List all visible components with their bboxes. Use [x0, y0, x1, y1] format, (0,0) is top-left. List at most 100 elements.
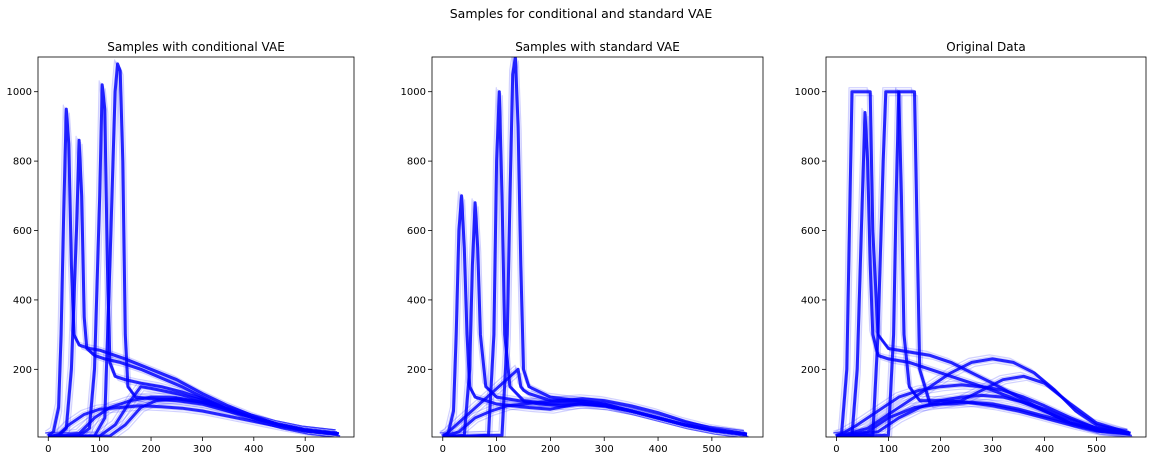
series-line-shadow	[45, 59, 336, 434]
x-tick-label: 500	[1087, 444, 1106, 455]
series-line-shadow	[461, 204, 749, 437]
series-line-shadow	[439, 364, 744, 434]
series-line-shadow	[44, 104, 336, 432]
y-tick-label: 200	[13, 365, 32, 376]
series-line-shadow	[441, 200, 746, 436]
x-tick-label: 0	[440, 444, 446, 455]
series-line-shadow	[439, 57, 744, 434]
series-line-shadow	[55, 407, 341, 437]
series-line-shadow	[111, 400, 341, 437]
axes-frame	[825, 56, 1147, 438]
chart-title: Samples with standard VAE	[515, 40, 680, 54]
series-group	[833, 87, 1134, 437]
x-tick-label: 200	[141, 444, 160, 455]
series-line-shadow	[95, 65, 341, 437]
series-line-shadow	[867, 93, 1132, 437]
series-line-shadow	[833, 87, 1128, 434]
series-line-shadow	[45, 135, 336, 434]
x-tick-label: 500	[296, 444, 315, 455]
y-tick-label: 1000	[7, 87, 32, 98]
series-line-shadow	[866, 398, 1132, 437]
chart-title: Samples with conditional VAE	[107, 40, 285, 54]
series-line-shadow	[445, 370, 749, 437]
series-line-shadow	[448, 400, 749, 437]
series-line-shadow	[45, 382, 336, 434]
x-tick-label: 200	[541, 444, 560, 455]
series-line-shadow	[116, 402, 339, 437]
x-tick-label: 100	[879, 444, 898, 455]
x-tick-label: 100	[90, 444, 109, 455]
series-line-shadow	[439, 191, 744, 432]
series-line	[48, 395, 339, 437]
chart-title: Original Data	[946, 40, 1025, 54]
series-line	[441, 367, 748, 437]
series-line-shadow	[62, 409, 336, 437]
y-tick-label: 800	[13, 157, 32, 168]
x-tick-label: 300	[595, 444, 614, 455]
series-line-shadow	[81, 400, 339, 437]
y-tick-label: 1000	[795, 87, 820, 98]
axes-frame	[37, 56, 355, 438]
series-line-shadow	[439, 394, 744, 434]
series-line-shadow	[833, 380, 1128, 434]
x-tick-label: 0	[45, 444, 51, 455]
chart-panel-3: Original Data 0 100 200 300 400 500 200 400 600 80…	[795, 40, 1147, 455]
series-line-shadow	[849, 396, 1132, 437]
series-line	[836, 374, 1131, 437]
series-line	[835, 357, 1131, 437]
y-tick-label: 600	[801, 226, 820, 237]
series-line-shadow	[859, 379, 1134, 437]
chart-panel-1: Samples with conditional VAE 0 100 200 300 40…	[7, 40, 355, 455]
y-tick-label: 600	[407, 226, 426, 237]
y-tick-label: 400	[13, 295, 32, 306]
x-tick-label: 0	[833, 444, 839, 455]
chart-panel-2: Samples with standard VAE 0 100 200 300 400 50…	[401, 40, 764, 455]
series-line-shadow	[449, 372, 743, 437]
series-line	[836, 90, 1131, 437]
series-line-shadow	[890, 95, 1131, 437]
series-line	[835, 383, 1131, 437]
series-line-shadow	[62, 398, 341, 437]
series-line	[47, 404, 339, 437]
series-line-shadow	[46, 384, 338, 436]
series-line-shadow	[45, 392, 336, 434]
series-line	[47, 107, 339, 437]
series-line-shadow	[842, 360, 1133, 437]
series-line-shadow	[850, 113, 1132, 437]
y-tick-label: 800	[407, 157, 426, 168]
series-line-shadow	[846, 377, 1133, 437]
series-line-shadow	[450, 199, 743, 437]
y-tick-label: 400	[407, 295, 426, 306]
series-line-shadow	[880, 93, 1132, 437]
x-tick-label: 400	[649, 444, 668, 455]
series-line-shadow	[875, 95, 1130, 437]
series-line	[836, 90, 1131, 437]
x-tick-label: 100	[487, 444, 506, 455]
series-line-shadow	[493, 58, 749, 437]
series-line-shadow	[854, 115, 1134, 437]
y-tick-label: 600	[13, 226, 32, 237]
figure-suptitle: Samples for conditional and standard VAE	[450, 6, 713, 21]
y-tick-label: 800	[801, 157, 820, 168]
series-line	[48, 83, 339, 437]
x-tick-label: 500	[702, 444, 721, 455]
series-line-shadow	[444, 197, 749, 437]
axes-frame	[431, 56, 764, 438]
series-line-shadow	[439, 198, 744, 434]
x-tick-label: 400	[244, 444, 263, 455]
series-line-shadow	[46, 394, 338, 436]
x-tick-label: 300	[983, 444, 1002, 455]
series-group	[44, 59, 341, 437]
series-line-shadow	[45, 80, 336, 434]
y-tick-label: 1000	[401, 87, 426, 98]
series-line-shadow	[504, 60, 743, 437]
y-tick-label: 200	[801, 365, 820, 376]
x-tick-label: 400	[1035, 444, 1054, 455]
y-tick-label: 400	[801, 295, 820, 306]
series-group	[439, 57, 749, 437]
y-tick-label: 200	[407, 365, 426, 376]
x-tick-label: 300	[193, 444, 212, 455]
series-line-shadow	[45, 394, 336, 434]
x-tick-label: 200	[931, 444, 950, 455]
